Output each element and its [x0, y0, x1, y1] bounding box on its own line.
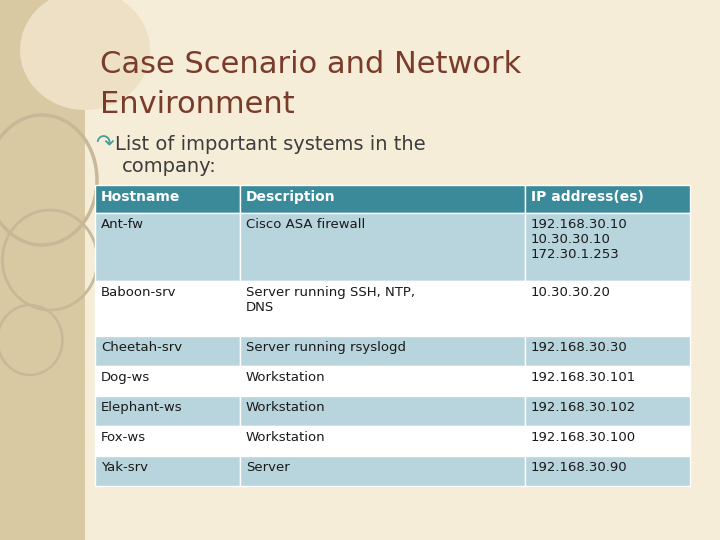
Text: 192.168.30.30: 192.168.30.30: [531, 341, 628, 354]
Text: 192.168.30.102: 192.168.30.102: [531, 401, 636, 414]
Bar: [240, 336, 525, 366]
Bar: [240, 281, 525, 336]
Bar: [95, 456, 240, 486]
Bar: [95, 426, 240, 456]
Text: Case Scenario and Network: Case Scenario and Network: [100, 50, 521, 79]
Text: Dog-ws: Dog-ws: [101, 371, 150, 384]
Text: Cheetah-srv: Cheetah-srv: [101, 341, 182, 354]
Text: IP address(es): IP address(es): [531, 190, 644, 204]
Text: 10.30.30.20: 10.30.30.20: [531, 286, 611, 299]
Bar: [240, 396, 525, 426]
Text: Workstation: Workstation: [246, 431, 325, 444]
Bar: [525, 336, 690, 366]
Text: Environment: Environment: [100, 90, 294, 119]
Text: List of important systems in the: List of important systems in the: [115, 135, 426, 154]
Text: 192.168.30.90: 192.168.30.90: [531, 461, 628, 474]
Bar: [525, 185, 690, 213]
Bar: [240, 366, 525, 396]
Text: Baboon-srv: Baboon-srv: [101, 286, 176, 299]
Text: 192.168.30.101: 192.168.30.101: [531, 371, 636, 384]
Bar: [525, 456, 690, 486]
Bar: [95, 213, 240, 281]
Text: Server running SSH, NTP,
DNS: Server running SSH, NTP, DNS: [246, 286, 415, 314]
Text: Elephant-ws: Elephant-ws: [101, 401, 183, 414]
Bar: [525, 366, 690, 396]
Text: Yak-srv: Yak-srv: [101, 461, 148, 474]
Bar: [525, 281, 690, 336]
Text: Server: Server: [246, 461, 289, 474]
Bar: [95, 396, 240, 426]
Text: Workstation: Workstation: [246, 401, 325, 414]
Bar: [525, 426, 690, 456]
Bar: [95, 336, 240, 366]
Text: Description: Description: [246, 190, 336, 204]
Ellipse shape: [20, 0, 150, 110]
Bar: [0, 0, 85, 540]
Text: 192.168.30.10
10.30.30.10
172.30.1.253: 192.168.30.10 10.30.30.10 172.30.1.253: [531, 218, 628, 261]
Bar: [525, 396, 690, 426]
Bar: [240, 456, 525, 486]
Text: company:: company:: [122, 157, 217, 176]
Text: Cisco ASA firewall: Cisco ASA firewall: [246, 218, 365, 231]
Text: Workstation: Workstation: [246, 371, 325, 384]
Text: Ant-fw: Ant-fw: [101, 218, 144, 231]
Bar: [240, 213, 525, 281]
Bar: [95, 281, 240, 336]
Text: Fox-ws: Fox-ws: [101, 431, 146, 444]
Text: 192.168.30.100: 192.168.30.100: [531, 431, 636, 444]
Bar: [240, 185, 525, 213]
Text: ↷: ↷: [95, 135, 114, 155]
Bar: [240, 426, 525, 456]
Bar: [95, 185, 240, 213]
Text: Hostname: Hostname: [101, 190, 181, 204]
Bar: [525, 213, 690, 281]
Bar: [95, 366, 240, 396]
Text: Server running rsyslogd: Server running rsyslogd: [246, 341, 406, 354]
